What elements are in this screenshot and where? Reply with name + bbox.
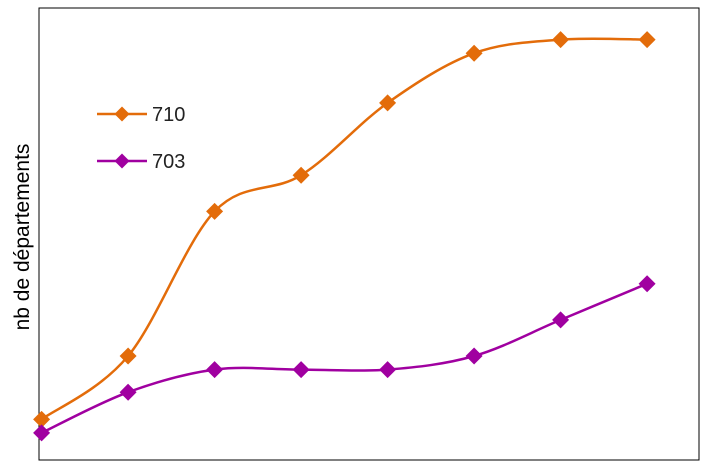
legend: 710 703	[97, 104, 185, 173]
legend-label-703: 703	[152, 151, 185, 173]
series-line-710	[40, 37, 648, 421]
data-point-703-3	[206, 361, 224, 379]
data-point-710-2	[119, 347, 137, 365]
series-layer	[33, 31, 656, 442]
data-point-710-3	[206, 202, 224, 220]
data-point-703-8	[638, 275, 656, 293]
data-point-710-4	[292, 166, 310, 184]
y-axis-label: nb de départements	[11, 144, 34, 331]
series-line-703	[41, 282, 648, 435]
legend-marker-703	[114, 153, 130, 169]
data-point-710-6	[465, 44, 483, 62]
legend-item-710: 710	[97, 104, 185, 126]
legend-label-710: 710	[152, 104, 185, 126]
data-point-703-2	[119, 383, 137, 401]
data-point-703-5	[379, 361, 397, 379]
data-point-703-7	[552, 311, 570, 329]
data-point-703-4	[292, 361, 310, 379]
legend-item-703: 703	[97, 151, 185, 173]
data-point-710-7	[552, 31, 570, 49]
data-point-710-5	[379, 94, 397, 112]
legend-marker-710	[114, 106, 130, 122]
series-703	[33, 275, 656, 442]
data-point-703-6	[465, 347, 483, 365]
plot-area	[38, 7, 700, 461]
series-710	[33, 31, 656, 428]
data-point-710-1	[33, 410, 51, 428]
data-point-710-8	[638, 31, 656, 49]
data-point-703-1	[33, 424, 51, 442]
